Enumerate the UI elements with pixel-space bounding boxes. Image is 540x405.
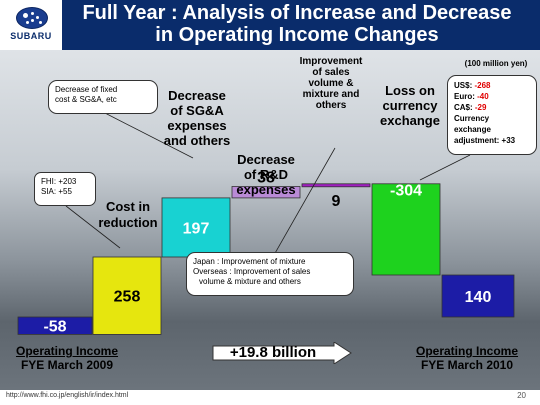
label-sga: Decrease of SG&A expenses and others <box>152 88 242 148</box>
bar-end: 140 <box>441 274 515 318</box>
callout-pointer-2 <box>269 147 336 263</box>
usd-value: -268 <box>474 81 491 90</box>
label-mix: Improvement of sales volume & mixture an… <box>296 56 366 111</box>
pleiades-icon <box>16 7 48 29</box>
label-mix-line4: mixture and <box>302 89 360 100</box>
change-arrow-icon <box>212 342 352 364</box>
callout-pointer-3 <box>419 154 471 181</box>
label-end-line2: FYE March 2010 <box>420 358 514 372</box>
bar-fx: -304 <box>371 182 441 276</box>
logo-star <box>23 13 28 18</box>
label-end: Operating Income FYE March 2010 <box>400 344 534 372</box>
bar-rd: 38 <box>231 170 301 199</box>
callout-fixed-line1: Decrease of fixed <box>55 85 118 94</box>
logo-star <box>26 21 29 24</box>
bar-cost: 258 <box>92 256 162 335</box>
bar-start: -58 <box>17 316 93 336</box>
label-fx: Loss on currency exchange <box>368 83 452 128</box>
value-label-rd: 38 <box>257 170 275 187</box>
label-sga-line1: Decrease <box>168 88 226 103</box>
label-fx-line3: exchange <box>380 113 440 128</box>
label-rd: Decrease of R&D expenses <box>226 152 306 197</box>
bar-sga: 197 <box>161 197 231 258</box>
unit-note: (100 million yen) <box>464 59 528 68</box>
bar-rect-fx <box>371 183 441 276</box>
label-mix-line5: others <box>315 100 347 111</box>
footer-url[interactable]: http://www.fhi.co.jp/english/ir/index.ht… <box>6 392 129 399</box>
title-line-2: in Operating Income Changes <box>155 24 439 46</box>
callout-adj-line1: Currency <box>454 114 490 123</box>
value-label-cost: 258 <box>114 289 141 306</box>
value-label-start: -58 <box>43 319 66 336</box>
callout-mix: Japan : Improvement of mixture Overseas … <box>186 252 354 296</box>
cad-label: CA$: <box>454 103 475 112</box>
header-bar: SUBARU Full Year : Analysis of Increase … <box>0 0 540 50</box>
page-number: 20 <box>517 391 526 400</box>
callout-mix-line1: Japan : Improvement of mixture <box>193 257 306 266</box>
callout-fixed-cost: Decrease of fixed cost & SG&A, etc <box>48 80 158 114</box>
callout-usd: US$: -268 <box>454 80 530 91</box>
label-rd-line3: expenses <box>236 182 296 197</box>
callout-fhi-sia: FHI: +203 SIA: +55 <box>34 172 96 206</box>
label-sga-line3: expenses <box>167 118 227 133</box>
bar-rect-rd <box>231 186 301 199</box>
callout-adj-line2: exchange <box>454 125 491 134</box>
bar-rect-end <box>441 274 515 318</box>
value-label-fx: -304 <box>390 182 422 199</box>
label-fx-line1: Loss on <box>385 83 435 98</box>
usd-label: US$: <box>454 81 475 90</box>
callout-pointer-1 <box>65 205 121 249</box>
bar-rect-sga <box>161 197 231 258</box>
label-rd-line1: Decrease <box>237 152 295 167</box>
label-cost: Cost in reduction <box>88 199 168 231</box>
callout-fhi-line1: FHI: +203 <box>41 177 77 186</box>
label-sga-line4: and others <box>163 133 231 148</box>
logo-star <box>36 16 39 19</box>
label-cost-line2: reduction <box>98 215 158 230</box>
brand-name: SUBARU <box>10 31 52 41</box>
euro-label: Euro: <box>454 92 478 101</box>
page-title: Full Year : Analysis of Increase and Dec… <box>62 2 532 46</box>
callout-adj-line3: adjustment: +33 <box>454 136 516 145</box>
logo-star <box>39 21 42 24</box>
value-label-sga: 197 <box>183 220 210 237</box>
value-label-end: 140 <box>465 289 492 306</box>
callout-fhi-line2: SIA: +55 <box>41 187 72 196</box>
bar-rect-start <box>17 316 93 335</box>
logo-star <box>31 19 34 22</box>
callout-mix-line2: Overseas : Improvement of sales <box>193 267 311 276</box>
euro-value: -40 <box>477 92 489 101</box>
label-start-line2: FYE March 2009 <box>20 358 114 372</box>
callout-fixed-line2: cost & SG&A, etc <box>55 95 117 104</box>
label-fx-line2: currency <box>382 98 438 113</box>
label-cost-line1: Cost in <box>105 199 151 214</box>
bar-mix: 9 <box>301 183 371 210</box>
label-start: Operating Income FYE March 2009 <box>2 344 132 372</box>
cad-value: -29 <box>474 103 487 112</box>
label-mix-line2: of sales <box>312 67 350 78</box>
callout-cad: CA$: -29 <box>454 102 530 113</box>
footer <box>0 390 540 405</box>
callout-currency: US$: -268 Euro: -40 CA$: -29 Currency ex… <box>447 75 537 155</box>
callout-pointer-0 <box>102 111 194 159</box>
callout-euro: Euro: -40 <box>454 91 530 102</box>
label-mix-line3: volume & <box>308 78 354 89</box>
label-sga-line2: of SG&A <box>170 103 224 118</box>
title-line-1: Full Year : Analysis of Increase and Dec… <box>82 2 512 24</box>
label-end-line1: Operating Income <box>415 344 519 358</box>
value-label-mix: 9 <box>332 193 341 210</box>
label-rd-line2: of R&D <box>243 167 289 182</box>
bar-rect-mix <box>301 183 371 188</box>
subaru-logo: SUBARU <box>0 0 62 50</box>
label-mix-line1: Improvement <box>299 56 363 67</box>
change-label: +19.8 billion <box>229 344 317 361</box>
logo-star <box>31 12 34 15</box>
label-start-line1: Operating Income <box>15 344 119 358</box>
callout-mix-line3: volume & mixture and others <box>199 277 301 286</box>
bar-rect-cost <box>92 256 162 335</box>
